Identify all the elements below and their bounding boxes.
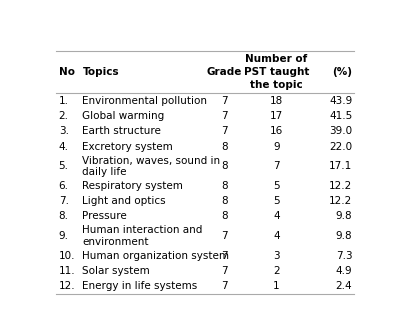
Text: 8: 8 <box>221 142 228 152</box>
Text: 7: 7 <box>221 111 228 121</box>
Text: 8: 8 <box>221 211 228 221</box>
Text: 7: 7 <box>221 231 228 241</box>
Text: 39.0: 39.0 <box>329 126 352 136</box>
Text: 5: 5 <box>273 181 280 191</box>
Text: No: No <box>59 67 75 77</box>
Text: 12.: 12. <box>59 281 75 291</box>
Text: 8: 8 <box>221 161 228 171</box>
Text: 9.8: 9.8 <box>336 211 352 221</box>
Text: 2: 2 <box>273 266 280 276</box>
Text: 5.: 5. <box>59 161 69 171</box>
Text: 7: 7 <box>221 281 228 291</box>
Text: 3: 3 <box>273 251 280 261</box>
Text: 2.4: 2.4 <box>336 281 352 291</box>
Text: 7: 7 <box>273 161 280 171</box>
Text: 9: 9 <box>273 142 280 152</box>
Text: Excretory system: Excretory system <box>82 142 173 152</box>
Text: Solar system: Solar system <box>82 266 150 276</box>
Text: 10.: 10. <box>59 251 75 261</box>
Text: Earth structure: Earth structure <box>82 126 161 136</box>
Text: 17: 17 <box>270 111 283 121</box>
Text: 7.3: 7.3 <box>336 251 352 261</box>
Text: 43.9: 43.9 <box>329 96 352 106</box>
Text: Topics: Topics <box>82 67 119 77</box>
Text: Human organization system: Human organization system <box>82 251 230 261</box>
Text: 4: 4 <box>273 231 280 241</box>
Text: 7.: 7. <box>59 196 69 206</box>
Text: 4.: 4. <box>59 142 69 152</box>
Text: Human interaction and
environment: Human interaction and environment <box>82 225 203 247</box>
Text: 22.0: 22.0 <box>329 142 352 152</box>
Text: 1: 1 <box>273 281 280 291</box>
Text: 12.2: 12.2 <box>329 196 352 206</box>
Text: 11.: 11. <box>59 266 75 276</box>
Text: (%): (%) <box>332 67 352 77</box>
Text: Number of
PST taught
the topic: Number of PST taught the topic <box>244 54 309 90</box>
Text: 41.5: 41.5 <box>329 111 352 121</box>
Text: Environmental pollution: Environmental pollution <box>82 96 208 106</box>
Text: 9.8: 9.8 <box>336 231 352 241</box>
Text: 7: 7 <box>221 251 228 261</box>
Text: 8.: 8. <box>59 211 69 221</box>
Text: 1.: 1. <box>59 96 69 106</box>
Text: Energy in life systems: Energy in life systems <box>82 281 198 291</box>
Text: Grade: Grade <box>207 67 242 77</box>
Text: 7: 7 <box>221 266 228 276</box>
Text: Respiratory system: Respiratory system <box>82 181 183 191</box>
Text: 18: 18 <box>270 96 283 106</box>
Text: 8: 8 <box>221 196 228 206</box>
Text: 7: 7 <box>221 96 228 106</box>
Text: 7: 7 <box>221 126 228 136</box>
Text: 17.1: 17.1 <box>329 161 352 171</box>
Text: 12.2: 12.2 <box>329 181 352 191</box>
Text: 9.: 9. <box>59 231 69 241</box>
Text: Global warming: Global warming <box>82 111 165 121</box>
Text: 3.: 3. <box>59 126 69 136</box>
Text: Pressure: Pressure <box>82 211 127 221</box>
Text: 4: 4 <box>273 211 280 221</box>
Text: Vibration, waves, sound in
daily life: Vibration, waves, sound in daily life <box>82 156 221 177</box>
Text: 2.: 2. <box>59 111 69 121</box>
Text: 6.: 6. <box>59 181 69 191</box>
Text: 8: 8 <box>221 181 228 191</box>
Text: 5: 5 <box>273 196 280 206</box>
Text: 16: 16 <box>270 126 283 136</box>
Text: 4.9: 4.9 <box>336 266 352 276</box>
Text: Light and optics: Light and optics <box>82 196 166 206</box>
